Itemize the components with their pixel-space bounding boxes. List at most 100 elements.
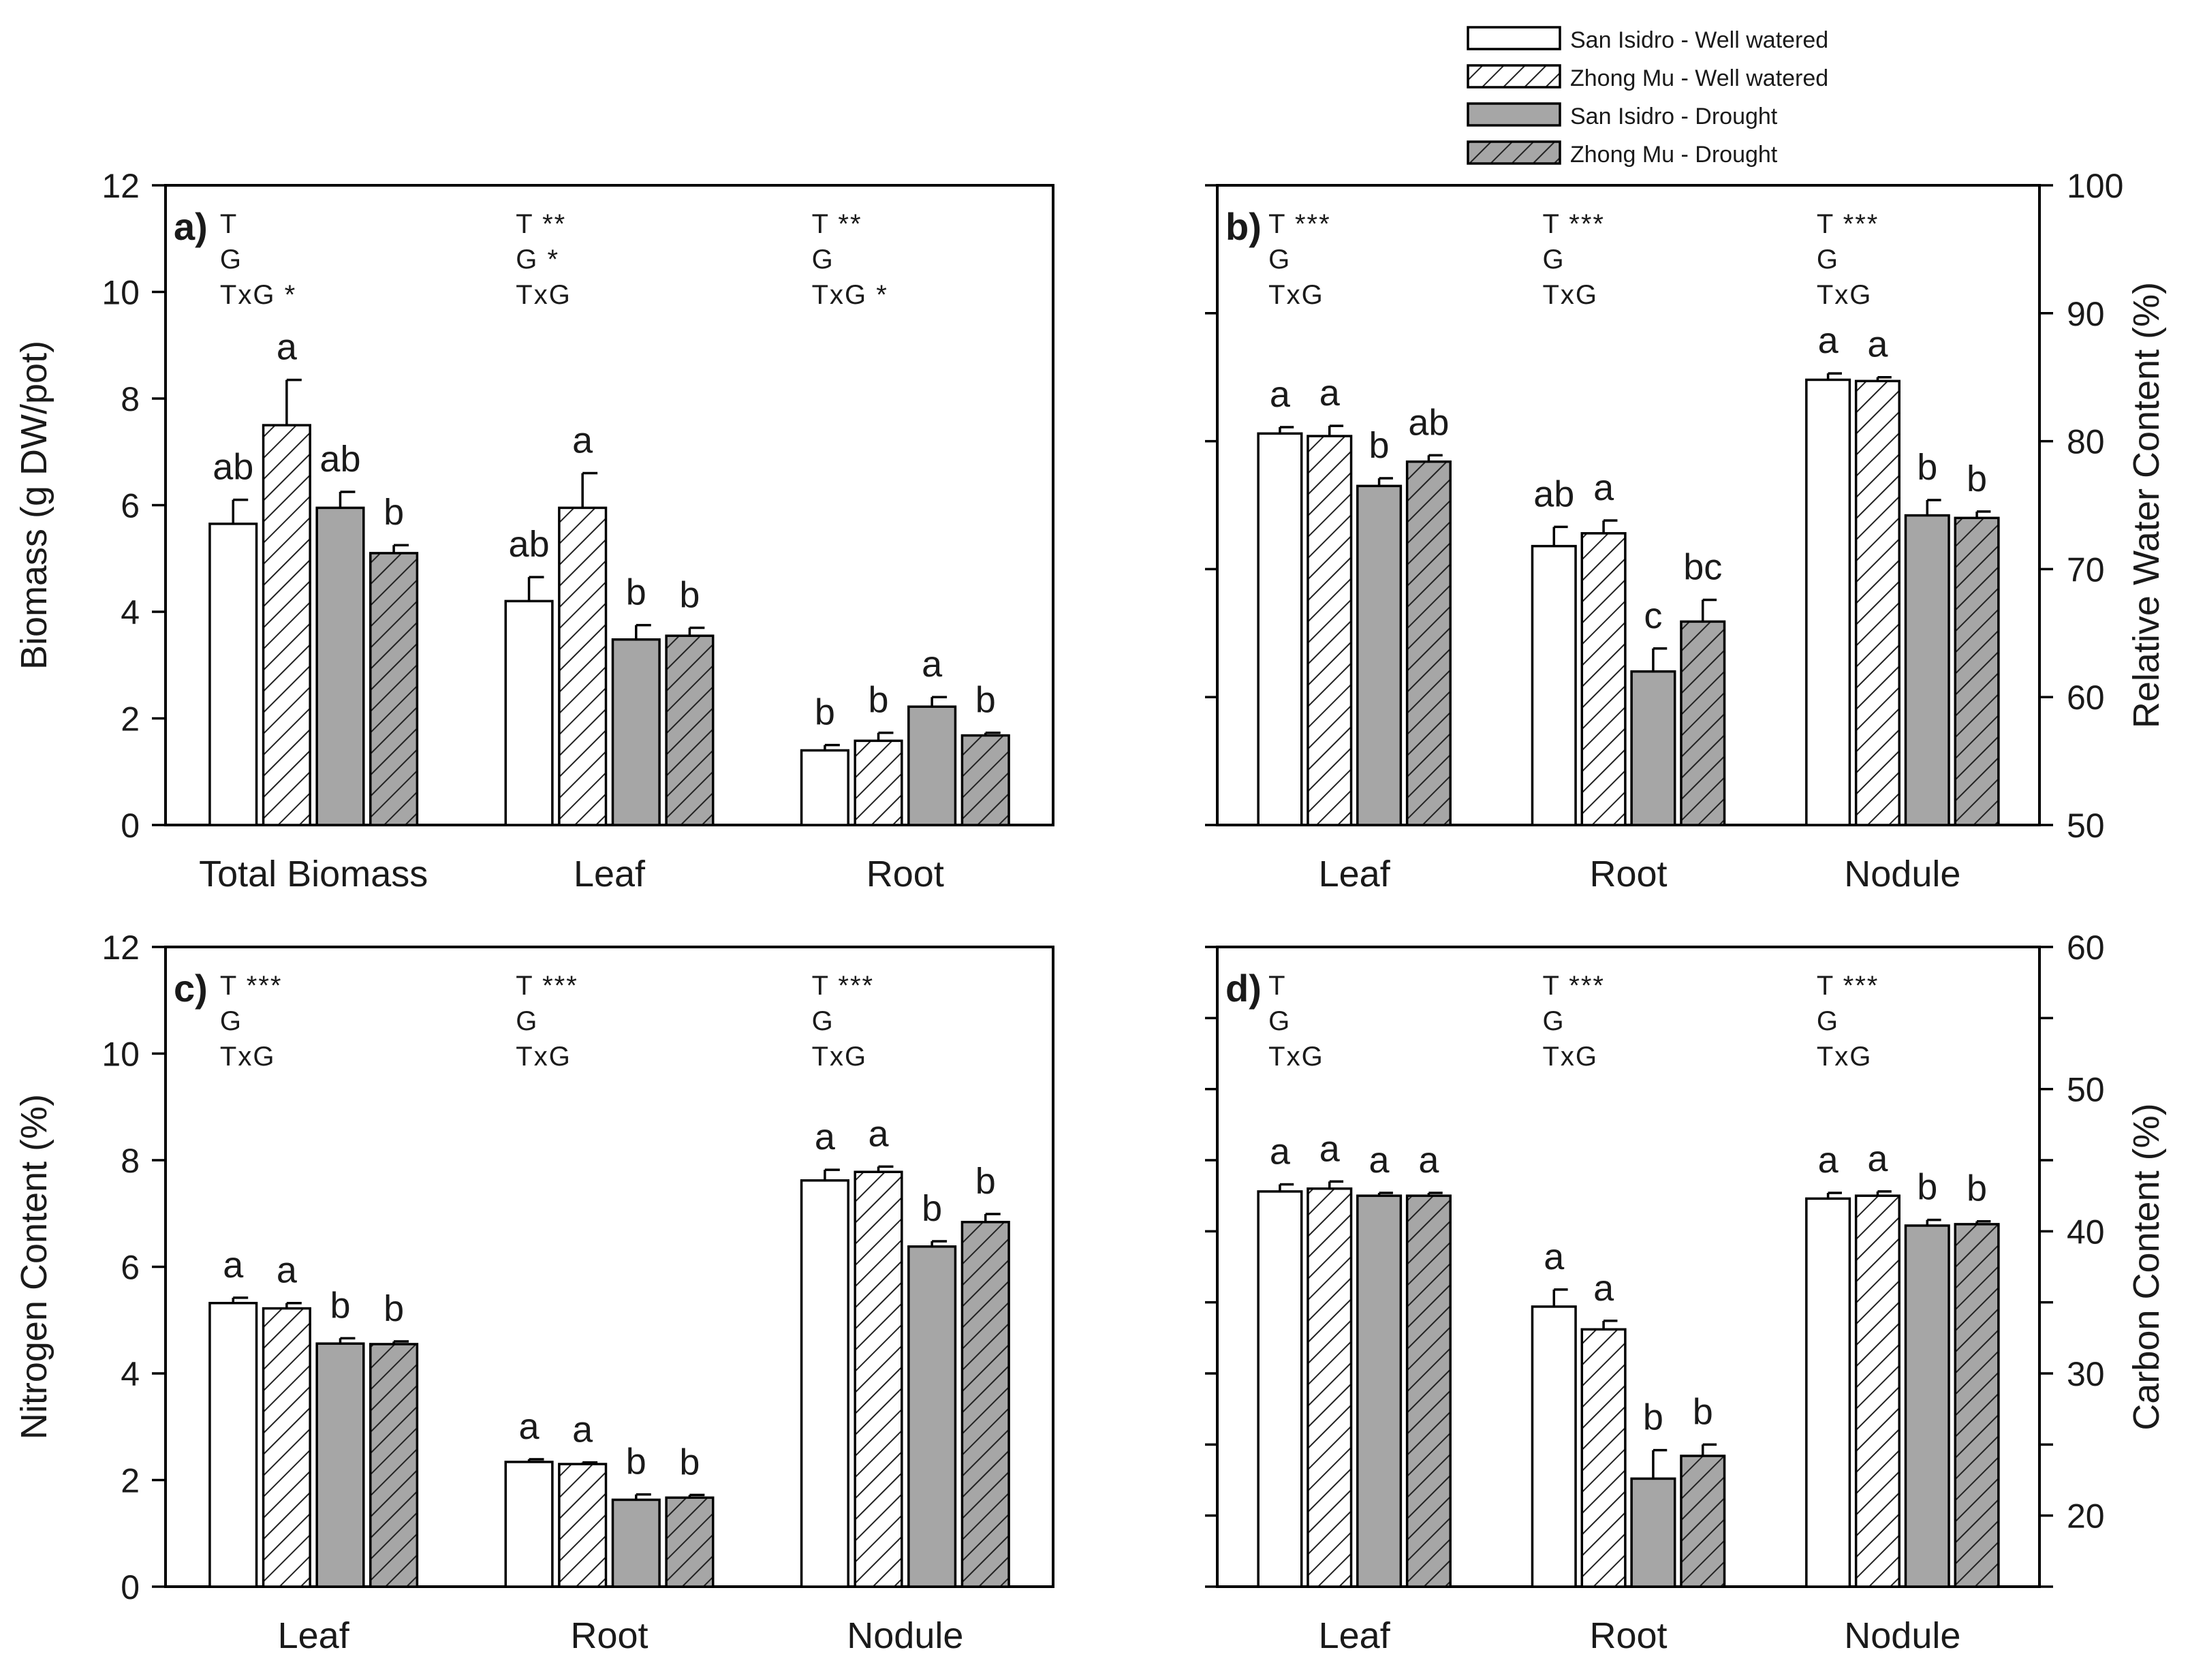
stat-annotation: TxG — [1268, 280, 1324, 310]
significance-letter: a — [815, 1117, 836, 1157]
y-tick-label: 8 — [121, 380, 140, 418]
significance-letter: b — [1967, 458, 1987, 499]
category-label: Nodule — [847, 1615, 963, 1656]
significance-letter: ab — [1533, 473, 1574, 514]
category-label: Leaf — [574, 854, 646, 895]
stat-annotation: T *** — [812, 971, 875, 1001]
y-axis-title: Relative Water Content (%) — [2126, 282, 2167, 728]
category-label: Leaf — [1319, 854, 1391, 895]
bar-b-0-1 — [1307, 435, 1353, 826]
panel-label: c) — [174, 967, 208, 1010]
significance-letter: b — [1967, 1168, 1987, 1209]
panel-b: 50 60 70 80 90 100 Relative Water Content (%) b… — [1205, 167, 2167, 895]
legend-swatch-3 — [1467, 140, 1561, 165]
bar-c-0-2 — [315, 1342, 365, 1588]
y-tick-label: 8 — [121, 1142, 140, 1180]
bar-a-1-1 — [558, 506, 608, 826]
legend-label-1: Zhong Mu - Well watered — [1570, 65, 1828, 91]
bar-d-2-3 — [1954, 1223, 2000, 1588]
bar-c-2-0 — [800, 1179, 849, 1588]
significance-letter: b — [1917, 447, 1937, 488]
y-tick-label: 10 — [101, 274, 140, 312]
bar-d-1-3 — [1680, 1455, 1726, 1588]
y-tick-label: 2 — [121, 700, 140, 738]
y-tick-label: 6 — [121, 487, 140, 525]
stat-annotation: TxG * — [812, 280, 888, 310]
legend: San Isidro - Well watered Zhong Mu - Wel… — [1467, 26, 1828, 168]
significance-letter: a — [1818, 320, 1839, 361]
y-tick-label: 100 — [2067, 167, 2123, 205]
panel-label: a) — [174, 205, 208, 248]
y-tick-label: 40 — [2067, 1213, 2105, 1251]
stat-annotation: G — [1817, 245, 1839, 275]
bar-c-1-1 — [558, 1463, 608, 1588]
significance-letter: a — [1270, 1131, 1291, 1172]
bar-b-2-0 — [1805, 378, 1851, 826]
panel-c: 0 2 4 6 8 10 12 Nitrogen Content (%) c) Leaf T ***… — [14, 929, 1054, 1656]
significance-letter: b — [384, 1288, 404, 1329]
y-tick-label: 60 — [2067, 679, 2105, 717]
bar-b-1-1 — [1580, 532, 1627, 826]
bar-d-1-1 — [1580, 1328, 1627, 1588]
bar-b-0-0 — [1257, 432, 1303, 826]
bar-c-1-0 — [504, 1461, 554, 1588]
significance-letter: b — [1643, 1397, 1663, 1438]
y-tick-label: 30 — [2067, 1355, 2105, 1393]
stat-annotation: T ** — [516, 209, 566, 239]
legend-swatch-0 — [1467, 26, 1561, 50]
category-label: Leaf — [1319, 1615, 1391, 1656]
bar-b-0-3 — [1405, 460, 1452, 826]
significance-letter: a — [1319, 1128, 1341, 1169]
bar-c-2-3 — [960, 1221, 1010, 1588]
significance-letter: a — [1369, 1140, 1390, 1181]
plot-frame — [1216, 946, 2041, 1588]
bar-a-2-2 — [907, 705, 957, 826]
significance-letter: a — [1418, 1140, 1439, 1181]
stat-annotation: TxG — [1268, 1042, 1324, 1072]
bar-d-1-2 — [1630, 1477, 1676, 1588]
y-axis-title: Carbon Content (%) — [2126, 1103, 2167, 1430]
stat-annotation: G — [812, 245, 834, 275]
y-tick-label: 60 — [2067, 929, 2105, 967]
category-label: Root — [1589, 1615, 1667, 1656]
bar-c-0-1 — [262, 1307, 311, 1588]
significance-letter: b — [330, 1285, 350, 1326]
y-axis-title: Nitrogen Content (%) — [14, 1094, 54, 1440]
stat-annotation: TxG — [516, 1042, 572, 1072]
bar-d-0-2 — [1356, 1194, 1403, 1588]
stat-annotation: G — [220, 245, 243, 275]
bar-c-0-0 — [208, 1301, 258, 1588]
significance-letter: ab — [1408, 402, 1449, 443]
stat-annotation: TxG * — [220, 280, 296, 310]
bar-c-2-1 — [854, 1170, 903, 1588]
stat-annotation: T *** — [516, 971, 578, 1001]
category-label: Nodule — [1844, 854, 1960, 895]
stat-annotation: T *** — [1542, 209, 1605, 239]
bar-b-2-3 — [1954, 516, 2000, 826]
bar-d-2-2 — [1904, 1224, 1950, 1588]
significance-letter: a — [223, 1245, 244, 1286]
significance-letter: a — [277, 1250, 298, 1291]
bar-c-1-2 — [611, 1498, 661, 1588]
significance-letter: b — [922, 1188, 942, 1229]
stat-annotation: T ** — [812, 209, 862, 239]
bar-a-1-0 — [504, 600, 554, 826]
legend-label-2: San Isidro - Drought — [1570, 104, 1778, 129]
significance-letter: bc — [1683, 546, 1722, 587]
significance-letter: a — [572, 1410, 593, 1450]
stat-annotation: G — [1268, 245, 1291, 275]
y-tick-label: 50 — [2067, 1071, 2105, 1109]
y-tick-label: 12 — [101, 929, 140, 967]
significance-letter: b — [1369, 425, 1390, 466]
stat-annotation: T *** — [1542, 971, 1605, 1001]
legend-entry-2: San Isidro - Drought — [1467, 102, 1778, 129]
panel-a: 0 2 4 6 8 10 12 Biomass (g DW/pot) a) Total Bioma… — [14, 167, 1054, 895]
significance-letter: b — [869, 680, 889, 721]
bar-a-2-1 — [854, 739, 903, 826]
significance-letter: b — [679, 574, 700, 615]
significance-letter: b — [815, 692, 835, 733]
significance-letter: b — [975, 1161, 996, 1202]
stat-annotation: G * — [516, 245, 559, 275]
category-label: Root — [866, 854, 944, 895]
stat-annotation: T *** — [1817, 209, 1879, 239]
